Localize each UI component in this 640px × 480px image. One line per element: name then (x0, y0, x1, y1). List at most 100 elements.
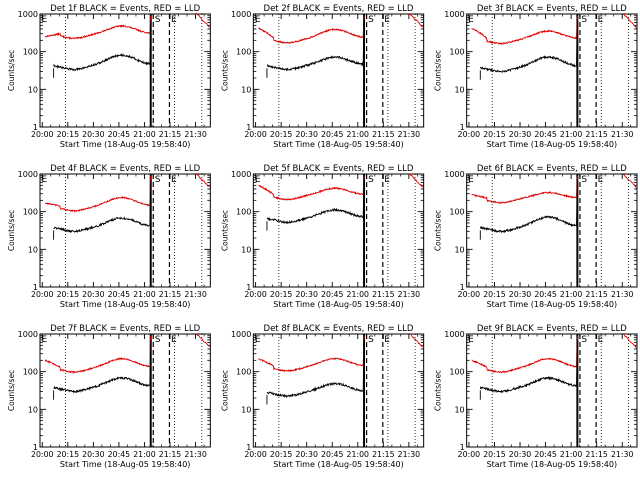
y-tick-label: 100 (449, 368, 464, 377)
events-series-line (479, 19, 578, 73)
marker-e-label-left: E (468, 15, 474, 25)
x-tick-label: 20:45 (108, 130, 131, 139)
x-tick-label: 20:00 (244, 290, 267, 299)
marker-e-label-left: E (468, 335, 474, 345)
x-tick-label: 20:45 (534, 450, 557, 459)
y-tick-label: 1 (246, 283, 251, 292)
y-tick-label: 1000 (231, 330, 251, 339)
x-tick-label: 21:00 (133, 290, 156, 299)
y-tick-label: 10 (28, 245, 38, 254)
x-tick-label: 21:00 (560, 450, 583, 459)
y-tick-label: 10 (241, 405, 251, 414)
y-tick-label: 1 (33, 443, 38, 452)
x-tick-label: 21:30 (184, 290, 207, 299)
marker-e-label-left: E (42, 15, 48, 25)
x-axis-label: Start Time (18-Aug-05 19:58:40) (60, 140, 191, 149)
lld-series-line (471, 15, 578, 46)
x-tick-label: 20:15 (57, 450, 80, 459)
x-tick-label: 20:45 (321, 290, 344, 299)
marker-e-label: E (598, 335, 604, 345)
y-axis-label: Counts/sec (434, 370, 443, 411)
detector-panel-9: Det 9f BLACK = Events, RED = LLD 1 10 100 10… (434, 324, 638, 469)
panel-title: Det 4f BLACK = Events, RED = LLD (50, 164, 200, 174)
x-tick-label: 20:30 (509, 130, 532, 139)
y-tick-label: 1 (246, 443, 251, 452)
panel-title: Det 7f BLACK = Events, RED = LLD (50, 324, 200, 334)
plot-frame (252, 13, 425, 128)
x-tick-label: 20:00 (244, 130, 267, 139)
marker-s-label: S (581, 335, 587, 345)
x-axis-label: Start Time (18-Aug-05 19:58:40) (60, 460, 191, 469)
x-tick-label: 21:00 (347, 450, 370, 459)
x-tick-label: 21:00 (560, 290, 583, 299)
x-tick-label: 20:30 (295, 450, 318, 459)
x-tick-label: 20:00 (458, 290, 481, 299)
lld-series-line (44, 175, 152, 213)
detector-panel-7: Det 7f BLACK = Events, RED = LLD 1 10 100 10… (7, 324, 211, 469)
x-tick-label: 20:45 (534, 130, 557, 139)
x-tick-label: 20:45 (108, 290, 131, 299)
y-tick-label: 1000 (18, 170, 38, 179)
x-axis-label: Start Time (18-Aug-05 19:58:40) (487, 300, 618, 309)
y-tick-label: 1 (33, 123, 38, 132)
lld-series-tail (196, 333, 210, 347)
x-tick-label: 20:45 (108, 450, 131, 459)
x-tick-label: 20:30 (82, 290, 105, 299)
plot-frame (39, 173, 211, 288)
y-tick-label: 100 (449, 208, 464, 217)
x-tick-label: 21:15 (585, 450, 608, 459)
lld-series-line (258, 175, 365, 202)
x-tick-label: 21:30 (398, 450, 421, 459)
lld-series-tail (622, 13, 637, 29)
detector-panel-2: Det 2f BLACK = Events, RED = LLD 1 10 100 10… (220, 4, 425, 149)
y-tick-label: 10 (241, 245, 251, 254)
x-tick-label: 21:15 (372, 290, 395, 299)
x-axis-label: Start Time (18-Aug-05 19:58:40) (487, 460, 618, 469)
y-axis-label: Counts/sec (220, 210, 229, 251)
events-series-line (266, 339, 365, 399)
y-tick-label: 100 (236, 48, 251, 57)
lld-series-line (471, 175, 578, 204)
panel-title: Det 8f BLACK = Events, RED = LLD (264, 324, 414, 334)
x-tick-label: 21:15 (159, 130, 182, 139)
y-tick-label: 1000 (231, 10, 251, 19)
marker-s-label: S (368, 175, 374, 185)
x-axis-label: Start Time (18-Aug-05 19:58:40) (487, 140, 618, 149)
marker-e-label: E (171, 15, 177, 25)
x-tick-label: 20:45 (321, 130, 344, 139)
x-tick-label: 20:15 (57, 130, 80, 139)
x-tick-label: 21:30 (184, 450, 207, 459)
events-series-line (266, 179, 365, 225)
y-axis-label: Counts/sec (7, 370, 16, 411)
y-tick-label: 1000 (18, 330, 38, 339)
x-tick-label: 21:15 (585, 290, 608, 299)
y-tick-label: 1 (460, 283, 465, 292)
marker-s-label: S (581, 15, 587, 25)
plot-frame (466, 333, 638, 448)
panel-title: Det 9f BLACK = Events, RED = LLD (477, 324, 627, 334)
marker-e-label: E (384, 335, 390, 345)
panel-title: Det 3f BLACK = Events, RED = LLD (477, 4, 627, 14)
x-tick-label: 20:15 (483, 290, 506, 299)
x-tick-label: 21:15 (372, 130, 395, 139)
panel-title: Det 2f BLACK = Events, RED = LLD (264, 4, 414, 14)
x-tick-label: 20:15 (270, 450, 293, 459)
x-tick-label: 20:15 (270, 290, 293, 299)
x-tick-label: 20:00 (244, 450, 267, 459)
lld-series-line (471, 335, 578, 374)
marker-e-label: E (598, 15, 604, 25)
x-axis-label: Start Time (18-Aug-05 19:58:40) (273, 460, 404, 469)
y-tick-label: 1000 (444, 170, 464, 179)
events-series-line (266, 19, 365, 72)
y-tick-label: 10 (454, 85, 464, 94)
x-tick-label: 20:30 (295, 130, 318, 139)
marker-e-label: E (171, 335, 177, 345)
lld-series-tail (196, 172, 210, 187)
marker-e-label-left: E (255, 335, 261, 345)
y-tick-label: 1 (246, 123, 251, 132)
x-tick-label: 21:30 (398, 290, 421, 299)
marker-e-label: E (171, 175, 177, 185)
plot-frame (466, 13, 638, 128)
y-axis-label: Counts/sec (7, 50, 16, 91)
panel-title: Det 6f BLACK = Events, RED = LLD (477, 164, 627, 174)
